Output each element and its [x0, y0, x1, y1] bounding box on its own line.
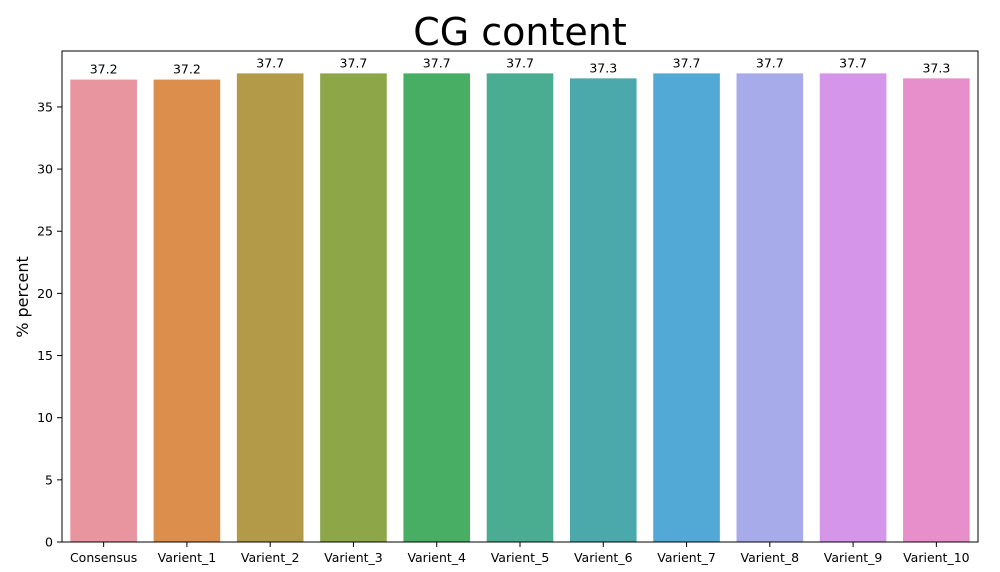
plot-frame: [61, 50, 979, 543]
y-tick-label: 35: [37, 99, 53, 114]
data-label-varient_9: 37.7: [839, 55, 867, 70]
bars: [70, 73, 970, 543]
x-axis-ticks: Consensus Varient_1 Varient_2 Varient_3 Vari…: [70, 542, 970, 565]
data-label-varient_10: 37.3: [922, 60, 950, 75]
bar-varient_8: [736, 73, 804, 543]
data-label-varient_8: 37.7: [756, 55, 784, 70]
bar-varient_1: [153, 79, 221, 542]
data-label-varient_1: 37.2: [173, 62, 201, 77]
chart-title: CG content: [413, 10, 627, 54]
y-tick-label: 30: [37, 162, 53, 177]
data-label-varient_5: 37.7: [506, 55, 534, 70]
y-tick-label: 0: [45, 535, 53, 550]
y-tick-label: 20: [37, 286, 53, 301]
y-tick-label: 5: [45, 472, 53, 487]
x-tick-label: Consensus: [70, 550, 137, 565]
bar-varient_10: [903, 78, 970, 542]
bar-varient_5: [486, 73, 554, 543]
bar-varient_3: [320, 73, 387, 543]
bar-varient_2: [236, 73, 304, 543]
data-label-varient_4: 37.7: [423, 55, 451, 70]
y-axis-label: % percent: [13, 256, 32, 338]
data-label-varient_2: 37.7: [256, 55, 284, 70]
x-tick-label: Varient_6: [574, 550, 633, 565]
x-tick-label: Varient_4: [407, 550, 466, 565]
bar-varient_7: [653, 73, 720, 543]
bar-varient_9: [819, 73, 887, 543]
x-tick-label: Varient_2: [241, 550, 300, 565]
bar-varient_6: [569, 78, 637, 542]
bar-varient_4: [403, 73, 471, 543]
bar-consensus: [70, 79, 137, 542]
y-tick-label: 25: [37, 224, 53, 239]
y-tick-label: 10: [37, 410, 53, 425]
data-label-consensus: 37.2: [90, 62, 118, 77]
x-tick-label: Varient_1: [158, 550, 217, 565]
data-label-varient_6: 37.3: [589, 60, 617, 75]
x-tick-label: Varient_10: [903, 550, 970, 565]
x-tick-label: Varient_9: [824, 550, 883, 565]
data-labels: 37.2 37.2 37.7 37.7 37.7 37.7 37.3 37.7 37.7 37.7…: [90, 55, 951, 76]
x-tick-label: Varient_8: [741, 550, 800, 565]
x-tick-label: Varient_3: [324, 550, 383, 565]
x-tick-label: Varient_5: [491, 550, 550, 565]
y-axis-ticks: 0 5 10 15 20 25 30 35: [37, 99, 62, 550]
y-tick-label: 15: [37, 348, 53, 363]
data-label-varient_3: 37.7: [340, 55, 368, 70]
x-tick-label: Varient_7: [657, 550, 716, 565]
data-label-varient_7: 37.7: [673, 55, 701, 70]
